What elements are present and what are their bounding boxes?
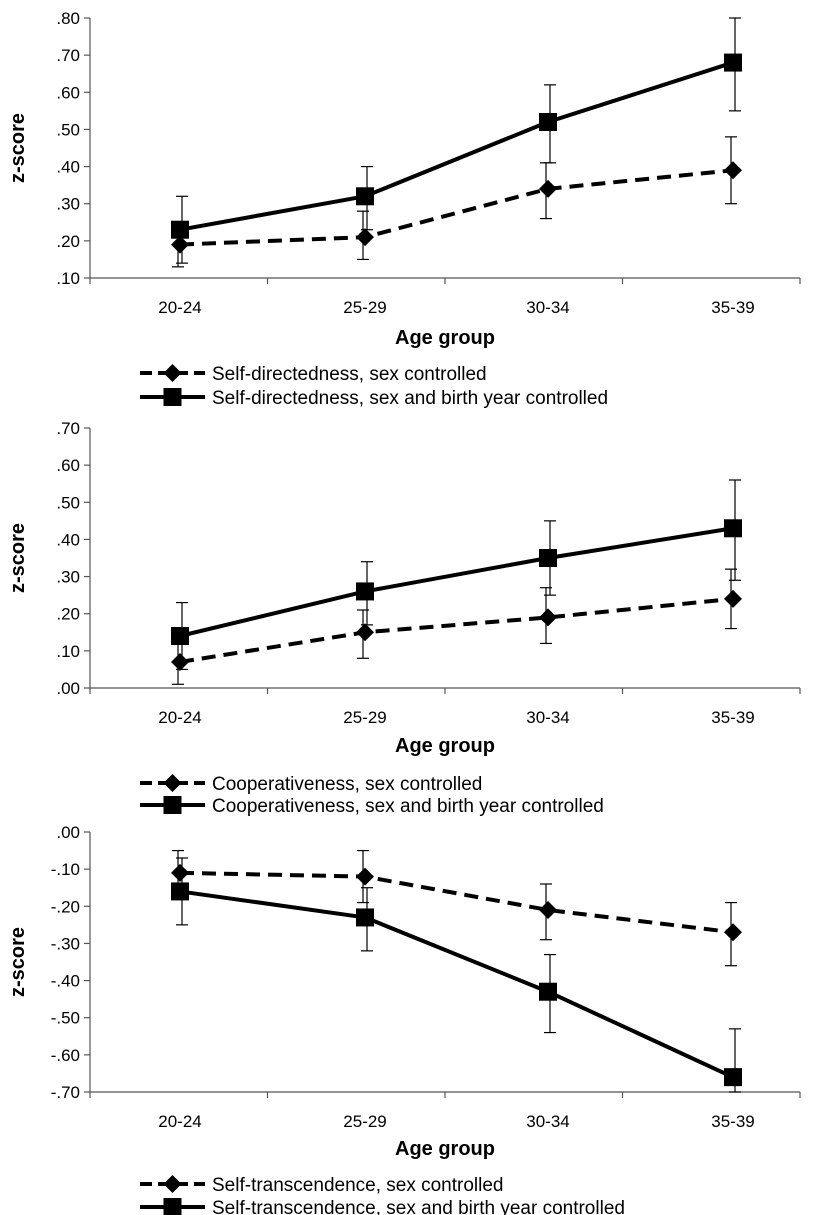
y-tick-label: .70 [56,419,80,438]
data-point-diamond [171,863,189,882]
y-tick-label: .00 [56,679,80,698]
x-tick-label: 20-24 [158,298,201,317]
y-tick-label: -.40 [51,972,80,991]
x-axis-title: Age group [395,735,495,757]
legend-marker-square [163,388,182,406]
x-tick-label: 35-39 [711,1112,754,1131]
y-tick-label: -.70 [51,1083,80,1102]
legend-marker-square [163,1198,182,1215]
data-point-square [356,582,374,601]
data-point-square [724,1068,742,1087]
x-axis-title: Age group [395,327,495,349]
data-point-diamond [171,235,189,254]
y-tick-label: .80 [56,9,80,28]
y-tick-label: .30 [56,195,80,214]
data-point-square [724,519,742,538]
y-axis-title: z-score [7,927,29,997]
x-tick-label: 25-29 [343,298,386,317]
chart-panel-self-transcendence: -.70 -.60 -.50 -.40 -.30 -.20 -.10 .00 20-24 25-2… [7,823,801,1215]
y-tick-label: .30 [56,568,80,587]
y-tick-label: .00 [56,823,80,842]
legend-label: Self-transcendence, sex and birth year c… [212,1198,625,1215]
data-point-square [356,187,374,206]
y-axis-title: z-score [7,113,29,183]
series-line-diamond [179,168,734,247]
legend-label: Cooperativeness, sex and birth year cont… [212,796,604,817]
y-tick-label: -.60 [51,1046,80,1065]
data-point-diamond [539,901,557,919]
y-tick-label: .40 [56,530,80,549]
legend-marker-diamond [163,774,182,792]
series-line-square [179,526,734,638]
x-tick-label: 35-39 [711,298,754,317]
x-tick-label: 35-39 [711,708,754,727]
data-point-diamond [539,179,557,198]
legend-label: Self-transcendence, sex controlled [212,1175,504,1196]
series-line-square [179,60,734,232]
data-point-diamond [724,589,742,608]
y-tick-label: .20 [56,232,80,251]
data-point-square [356,908,374,927]
y-tick-label: -.20 [51,897,80,916]
x-tick-label: 25-29 [343,708,386,727]
data-point-diamond [356,623,374,642]
y-tick-label: .20 [56,605,80,624]
data-point-diamond [356,867,374,886]
legend-marker-diamond [163,364,182,382]
y-tick-label: .10 [56,642,80,661]
data-point-square [171,627,189,645]
data-point-square [539,549,557,567]
data-point-diamond [171,653,189,671]
y-tick-label: -.50 [51,1009,80,1028]
data-point-diamond [356,228,374,247]
data-point-diamond [539,608,557,627]
series-line-diamond [179,870,734,935]
y-tick-label: .10 [56,269,80,288]
x-tick-label: 20-24 [158,1112,201,1131]
x-tick-label: 25-29 [343,1112,386,1131]
chart-panel-cooperativeness: .00 .10 .20 .30 .40 .50 .60 .70 20-24 25-29 30-34 3… [7,419,801,817]
data-point-square [724,53,742,72]
legend-label: Self-directedness, sex and birth year co… [212,388,608,409]
data-point-square [539,113,557,131]
x-axis-title: Age group [395,1138,495,1160]
y-tick-label: -.10 [51,860,80,879]
y-tick-label: -.30 [51,934,80,953]
data-point-square [171,220,189,239]
y-tick-label: .60 [56,456,80,475]
data-point-square [171,882,189,901]
data-point-square [539,982,557,1001]
legend-label: Self-directedness, sex controlled [212,364,487,385]
data-point-diamond [724,923,742,942]
series-line-square [179,889,734,1079]
data-point-diamond [724,161,742,180]
x-tick-label: 20-24 [158,708,201,727]
x-tick-label: 30-34 [526,708,569,727]
y-tick-label: .60 [56,83,80,102]
y-axis-title: z-score [7,523,29,593]
y-tick-label: .50 [56,493,80,512]
legend-label: Cooperativeness, sex controlled [212,774,482,795]
legend-marker-square [163,796,182,814]
y-tick-label: .70 [56,46,80,65]
x-tick-label: 30-34 [526,1112,569,1131]
y-tick-label: .40 [56,158,80,177]
legend-marker-diamond [163,1175,182,1193]
y-tick-label: .50 [56,120,80,139]
chart-panel-self-directedness: .10 .20 .30 .40 .50 .60 .70 .80 20-24 25-29 30-34 3… [7,9,801,409]
x-tick-label: 30-34 [526,298,569,317]
series-line-diamond [179,596,734,664]
